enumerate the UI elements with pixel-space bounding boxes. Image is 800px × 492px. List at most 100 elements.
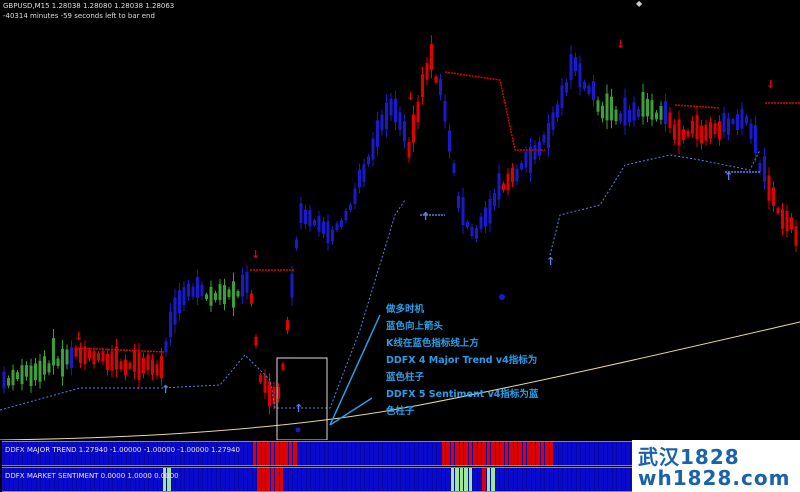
histogram-bar bbox=[373, 442, 378, 465]
candle-body bbox=[182, 286, 186, 305]
histogram-bar bbox=[490, 442, 495, 465]
histogram-bar bbox=[4, 468, 9, 491]
histogram-bar bbox=[575, 468, 580, 491]
candle-body bbox=[43, 356, 46, 375]
annotation-line: 蓝色向上箭头 bbox=[386, 321, 444, 332]
histogram-bar bbox=[467, 442, 472, 465]
histogram-bar bbox=[13, 442, 18, 465]
histogram-bar bbox=[17, 468, 22, 491]
histogram-bar bbox=[526, 442, 531, 465]
bar-timer: -40314 minutes -59 seconds left to bar e… bbox=[3, 12, 155, 20]
candle-body bbox=[691, 120, 694, 134]
candle-body bbox=[754, 125, 757, 154]
histogram-bar bbox=[256, 468, 261, 491]
candle-body bbox=[673, 124, 676, 140]
histogram-bar bbox=[134, 468, 139, 491]
signal-dot bbox=[499, 294, 505, 300]
histogram-bar bbox=[499, 442, 504, 465]
candle-body bbox=[677, 119, 681, 146]
candle-body bbox=[722, 112, 726, 132]
histogram-bar bbox=[571, 442, 576, 465]
candle-body bbox=[421, 74, 424, 98]
annotation-line: DDFX 5 Sentiment v4指标为蓝 bbox=[386, 389, 539, 400]
candle-body bbox=[92, 350, 96, 365]
candle-body bbox=[79, 347, 82, 364]
histogram-bar bbox=[566, 442, 571, 465]
histogram-bar bbox=[400, 442, 405, 465]
candle-body bbox=[781, 209, 784, 229]
histogram-bar bbox=[314, 442, 319, 465]
candle-body bbox=[241, 274, 244, 297]
candle-body bbox=[524, 151, 528, 168]
histogram-bar bbox=[260, 442, 265, 465]
histogram-bar bbox=[463, 468, 468, 491]
histogram-bar bbox=[247, 468, 252, 491]
candle-body bbox=[2, 371, 6, 389]
candle-body bbox=[763, 156, 766, 182]
histogram-bar bbox=[80, 442, 85, 465]
histogram-bar bbox=[539, 468, 544, 491]
candle-body bbox=[758, 163, 762, 172]
candle-body bbox=[668, 112, 672, 129]
histogram-bar bbox=[278, 468, 283, 491]
histogram-bar bbox=[35, 442, 40, 465]
histogram-bar bbox=[310, 468, 315, 491]
candle-body bbox=[416, 101, 420, 123]
histogram-bar bbox=[98, 442, 103, 465]
histogram-bar bbox=[287, 468, 292, 491]
histogram-bar bbox=[355, 442, 360, 465]
candle-body bbox=[475, 228, 478, 239]
candle-body bbox=[223, 285, 226, 304]
candle-body bbox=[529, 146, 532, 174]
histogram-bar bbox=[62, 468, 67, 491]
histogram-bar bbox=[472, 442, 477, 465]
histogram-bar bbox=[211, 468, 216, 491]
candle-body bbox=[538, 141, 541, 156]
candle-body bbox=[326, 221, 330, 244]
histogram-bar bbox=[481, 468, 486, 491]
candle-body bbox=[205, 294, 208, 300]
histogram-bar bbox=[301, 442, 306, 465]
candle-body bbox=[790, 217, 793, 230]
histogram-bar bbox=[526, 468, 531, 491]
candle-body bbox=[713, 123, 717, 135]
histogram-bar bbox=[616, 468, 621, 491]
candle-body bbox=[533, 145, 537, 160]
histogram-bar bbox=[206, 468, 211, 491]
candle-body bbox=[173, 297, 177, 325]
histogram-bar bbox=[80, 468, 85, 491]
histogram-bar bbox=[269, 468, 274, 491]
histogram-bar bbox=[427, 468, 432, 491]
candle-body bbox=[164, 341, 168, 353]
candle-body bbox=[146, 354, 150, 371]
candle-body bbox=[520, 163, 523, 170]
price-chart[interactable]: ↓ ↓ ↓ ↓ ↓ ↑ ↑ ↑ ↑ ↑ ◆ bbox=[0, 0, 800, 440]
histogram-bar bbox=[508, 442, 513, 465]
histogram-bar bbox=[490, 468, 495, 491]
histogram-bar bbox=[44, 442, 49, 465]
histogram-bar bbox=[391, 468, 396, 491]
histogram-bar bbox=[449, 442, 454, 465]
candle-body bbox=[551, 112, 555, 130]
histogram-bar bbox=[206, 442, 211, 465]
candle-body bbox=[695, 114, 699, 140]
up-arrow-icon: ↑ bbox=[161, 383, 170, 396]
histogram-bar bbox=[112, 468, 117, 491]
histogram-bar bbox=[40, 468, 45, 491]
histogram-bar bbox=[422, 468, 427, 491]
histogram-bar bbox=[17, 442, 22, 465]
candle-body bbox=[731, 119, 735, 124]
candle-body bbox=[56, 358, 60, 367]
histogram-bar bbox=[224, 442, 229, 465]
candle-body bbox=[7, 378, 10, 386]
histogram-bar bbox=[125, 468, 130, 491]
histogram-bar bbox=[611, 442, 616, 465]
histogram-bar bbox=[319, 442, 324, 465]
histogram-bar bbox=[242, 442, 247, 465]
histogram-bar bbox=[512, 442, 517, 465]
histogram-bar bbox=[296, 442, 301, 465]
histogram-bar bbox=[413, 442, 418, 465]
histogram-bar bbox=[233, 468, 238, 491]
candle-body bbox=[605, 93, 609, 121]
histogram-bar bbox=[517, 468, 522, 491]
